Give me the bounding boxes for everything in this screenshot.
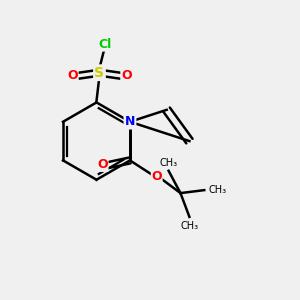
Text: CH₃: CH₃ (209, 185, 227, 195)
Text: O: O (121, 69, 131, 82)
Text: CH₃: CH₃ (160, 158, 178, 168)
Text: O: O (97, 158, 108, 171)
Text: S: S (94, 66, 104, 80)
Text: O: O (152, 170, 162, 183)
Text: CH₃: CH₃ (180, 221, 199, 231)
Text: O: O (68, 69, 78, 82)
Text: N: N (125, 115, 135, 128)
Text: Cl: Cl (99, 38, 112, 51)
